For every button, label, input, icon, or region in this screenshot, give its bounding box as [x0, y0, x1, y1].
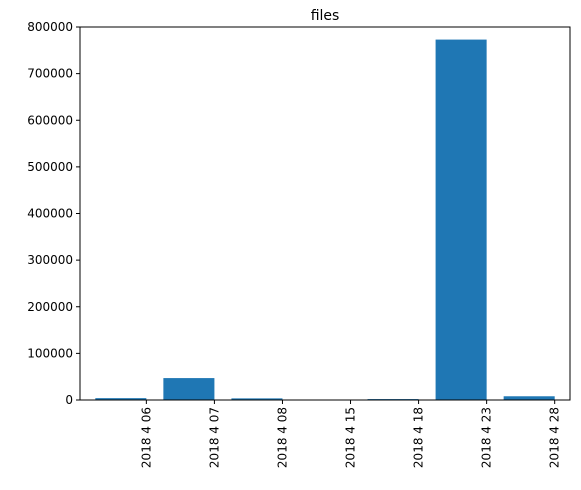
x-tick-label: 2018 4 06 [139, 407, 153, 468]
x-tick-label: 2018 4 07 [207, 407, 221, 468]
y-tick-label: 300000 [27, 253, 73, 267]
plot-frame [79, 26, 571, 401]
y-tick-label: 400000 [27, 207, 73, 221]
bar [95, 398, 147, 400]
y-tick-label: 700000 [27, 67, 73, 81]
y-tick-label: 200000 [27, 300, 73, 314]
x-axis: 2018 4 06 2018 4 07 2018 4 08 2018 4 15 2018… [139, 400, 562, 468]
y-tick-label: 100000 [27, 346, 73, 360]
y-tick-label: 800000 [27, 20, 73, 34]
x-tick-label: 2018 4 23 [480, 407, 494, 468]
y-tick-label: 0 [65, 393, 73, 407]
bar [231, 398, 283, 400]
x-tick-label: 2018 4 15 [344, 407, 358, 468]
y-axis: 0 100000 200000 300000 400000 500000 600000 700… [27, 20, 80, 407]
x-tick-label: 2018 4 08 [275, 407, 289, 468]
y-tick-label: 500000 [27, 160, 73, 174]
x-tick-label: 2018 4 18 [412, 407, 426, 468]
x-tick-label: 2018 4 28 [548, 407, 562, 468]
bars-group [95, 39, 555, 401]
chart-title: files [311, 8, 340, 24]
bar [435, 39, 487, 401]
bar [163, 378, 215, 400]
bar [503, 396, 555, 400]
y-tick-label: 600000 [27, 113, 73, 127]
